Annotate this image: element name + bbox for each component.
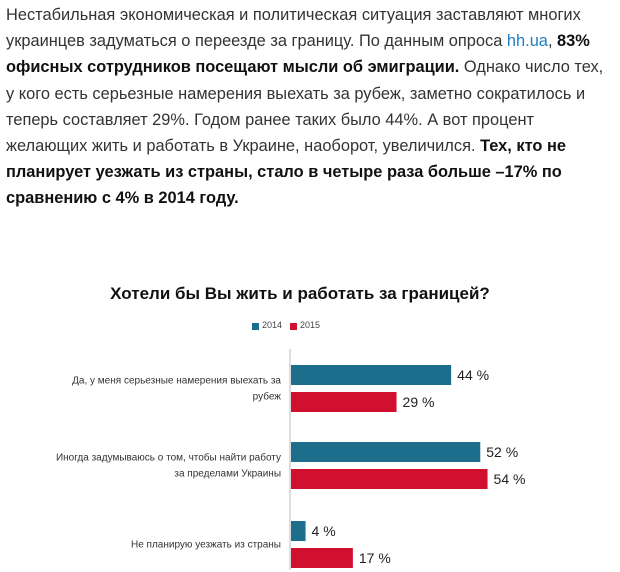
data-label: 52 % xyxy=(486,444,518,460)
bar-2014 xyxy=(291,442,481,462)
category-label: Не планирую уезжать из страны xyxy=(131,540,281,551)
data-label: 29 % xyxy=(403,394,435,410)
article-bold-1: 83% офисных сотрудников посещают мысли о… xyxy=(6,32,590,77)
legend-swatch-2015 xyxy=(290,323,297,330)
article-bold-2: Тех, кто не планирует уезжать из страны,… xyxy=(6,137,566,208)
category-label: за пределами Украины xyxy=(174,469,281,480)
data-label: 54 % xyxy=(494,471,526,487)
category-label: Иногда задумываюсь о том, чтобы найти ра… xyxy=(56,452,281,464)
chart-title: Хотели бы Вы жить и работать за границей… xyxy=(110,284,490,303)
bar-2015 xyxy=(291,469,488,489)
bar-2014 xyxy=(291,521,306,541)
legend-swatch-2014 xyxy=(252,323,259,330)
bar-2014 xyxy=(291,365,452,385)
bar-2015 xyxy=(291,392,397,412)
bar-2015 xyxy=(291,548,353,568)
chart-legend: 2014 2015 xyxy=(0,320,620,334)
hh-link[interactable]: hh.ua xyxy=(506,32,548,51)
data-label: 4 % xyxy=(312,523,336,539)
category-label: рубеж xyxy=(253,391,282,403)
article-text: Нестабильная экономическая и политическа… xyxy=(6,2,612,212)
data-label: 44 % xyxy=(457,367,489,383)
article-text-1: Нестабильная экономическая и политическа… xyxy=(6,6,581,51)
category-label: Да, у меня серьезные намерения выехать з… xyxy=(72,376,281,387)
article-text-2: , xyxy=(547,32,558,51)
article-text-3: Однако число тех, у кого есть серьезные … xyxy=(6,58,604,156)
legend-label-2015: 2015 xyxy=(300,320,321,330)
legend-label-2014: 2014 xyxy=(262,320,283,330)
data-label: 17 % xyxy=(359,550,391,566)
